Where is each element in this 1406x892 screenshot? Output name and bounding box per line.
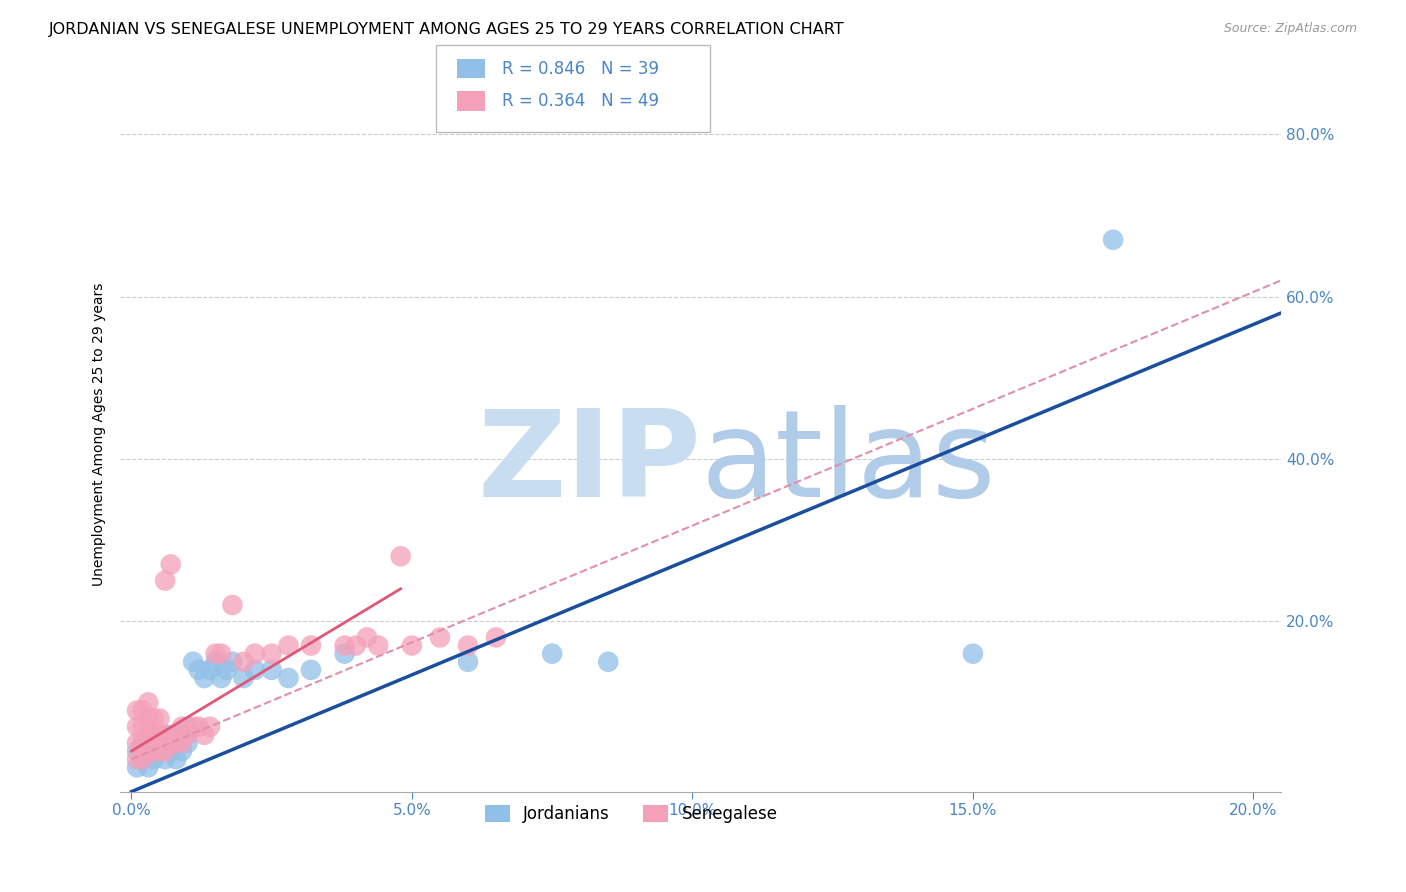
- Jordanians: [260, 663, 283, 677]
- Text: R = 0.364   N = 49: R = 0.364 N = 49: [502, 92, 659, 110]
- Jordanians: [962, 647, 984, 661]
- Jordanians: [136, 744, 159, 758]
- Senegalese: [125, 703, 148, 717]
- Senegalese: [153, 728, 176, 742]
- Senegalese: [125, 752, 148, 766]
- Jordanians: [333, 647, 356, 661]
- Senegalese: [125, 736, 148, 750]
- Jordanians: [457, 655, 479, 669]
- Senegalese: [187, 720, 209, 734]
- Senegalese: [136, 695, 159, 709]
- Senegalese: [344, 639, 367, 653]
- Senegalese: [153, 574, 176, 588]
- Jordanians: [204, 655, 226, 669]
- Y-axis label: Unemployment Among Ages 25 to 29 years: Unemployment Among Ages 25 to 29 years: [93, 283, 107, 586]
- Senegalese: [131, 703, 153, 717]
- Jordanians: [125, 760, 148, 774]
- Jordanians: [187, 663, 209, 677]
- Senegalese: [142, 712, 165, 726]
- Text: Source: ZipAtlas.com: Source: ZipAtlas.com: [1223, 22, 1357, 36]
- Senegalese: [148, 728, 170, 742]
- Jordanians: [209, 671, 232, 685]
- Senegalese: [159, 736, 181, 750]
- Senegalese: [131, 752, 153, 766]
- Jordanians: [159, 728, 181, 742]
- Jordanians: [598, 655, 620, 669]
- Jordanians: [299, 663, 322, 677]
- Legend: Jordanians, Senegalese: Jordanians, Senegalese: [478, 798, 785, 830]
- Senegalese: [148, 712, 170, 726]
- Jordanians: [176, 736, 198, 750]
- Senegalese: [243, 647, 266, 661]
- Text: atlas: atlas: [700, 405, 997, 522]
- Senegalese: [401, 639, 423, 653]
- Senegalese: [165, 736, 187, 750]
- Senegalese: [193, 728, 215, 742]
- Jordanians: [131, 736, 153, 750]
- Jordanians: [198, 663, 221, 677]
- Jordanians: [1102, 233, 1125, 247]
- Jordanians: [165, 752, 187, 766]
- Senegalese: [176, 728, 198, 742]
- Text: JORDANIAN VS SENEGALESE UNEMPLOYMENT AMONG AGES 25 TO 29 YEARS CORRELATION CHART: JORDANIAN VS SENEGALESE UNEMPLOYMENT AMO…: [49, 22, 845, 37]
- Senegalese: [159, 558, 181, 572]
- Senegalese: [153, 744, 176, 758]
- Senegalese: [221, 598, 243, 612]
- Senegalese: [260, 647, 283, 661]
- Jordanians: [142, 752, 165, 766]
- Senegalese: [142, 744, 165, 758]
- Senegalese: [165, 728, 187, 742]
- Jordanians: [142, 736, 165, 750]
- Jordanians: [215, 663, 238, 677]
- Senegalese: [485, 631, 508, 645]
- Senegalese: [204, 647, 226, 661]
- Jordanians: [165, 736, 187, 750]
- Senegalese: [136, 712, 159, 726]
- Jordanians: [148, 728, 170, 742]
- Jordanians: [153, 736, 176, 750]
- Jordanians: [277, 671, 299, 685]
- Senegalese: [232, 655, 254, 669]
- Senegalese: [389, 549, 412, 564]
- Senegalese: [209, 647, 232, 661]
- Senegalese: [170, 736, 193, 750]
- Jordanians: [131, 752, 153, 766]
- Senegalese: [277, 639, 299, 653]
- Senegalese: [136, 728, 159, 742]
- Text: ZIP: ZIP: [477, 405, 700, 522]
- Jordanians: [148, 744, 170, 758]
- Jordanians: [221, 655, 243, 669]
- Senegalese: [131, 736, 153, 750]
- Senegalese: [181, 720, 204, 734]
- Senegalese: [170, 720, 193, 734]
- Jordanians: [125, 744, 148, 758]
- Senegalese: [356, 631, 378, 645]
- Senegalese: [142, 728, 165, 742]
- Jordanians: [193, 671, 215, 685]
- Senegalese: [136, 744, 159, 758]
- Jordanians: [243, 663, 266, 677]
- Senegalese: [333, 639, 356, 653]
- Text: R = 0.846   N = 39: R = 0.846 N = 39: [502, 60, 659, 78]
- Senegalese: [457, 639, 479, 653]
- Jordanians: [176, 720, 198, 734]
- Jordanians: [159, 744, 181, 758]
- Senegalese: [125, 720, 148, 734]
- Jordanians: [170, 744, 193, 758]
- Senegalese: [198, 720, 221, 734]
- Jordanians: [232, 671, 254, 685]
- Jordanians: [541, 647, 564, 661]
- Senegalese: [299, 639, 322, 653]
- Jordanians: [136, 760, 159, 774]
- Senegalese: [367, 639, 389, 653]
- Jordanians: [153, 752, 176, 766]
- Jordanians: [170, 728, 193, 742]
- Senegalese: [429, 631, 451, 645]
- Jordanians: [181, 655, 204, 669]
- Senegalese: [131, 720, 153, 734]
- Senegalese: [148, 744, 170, 758]
